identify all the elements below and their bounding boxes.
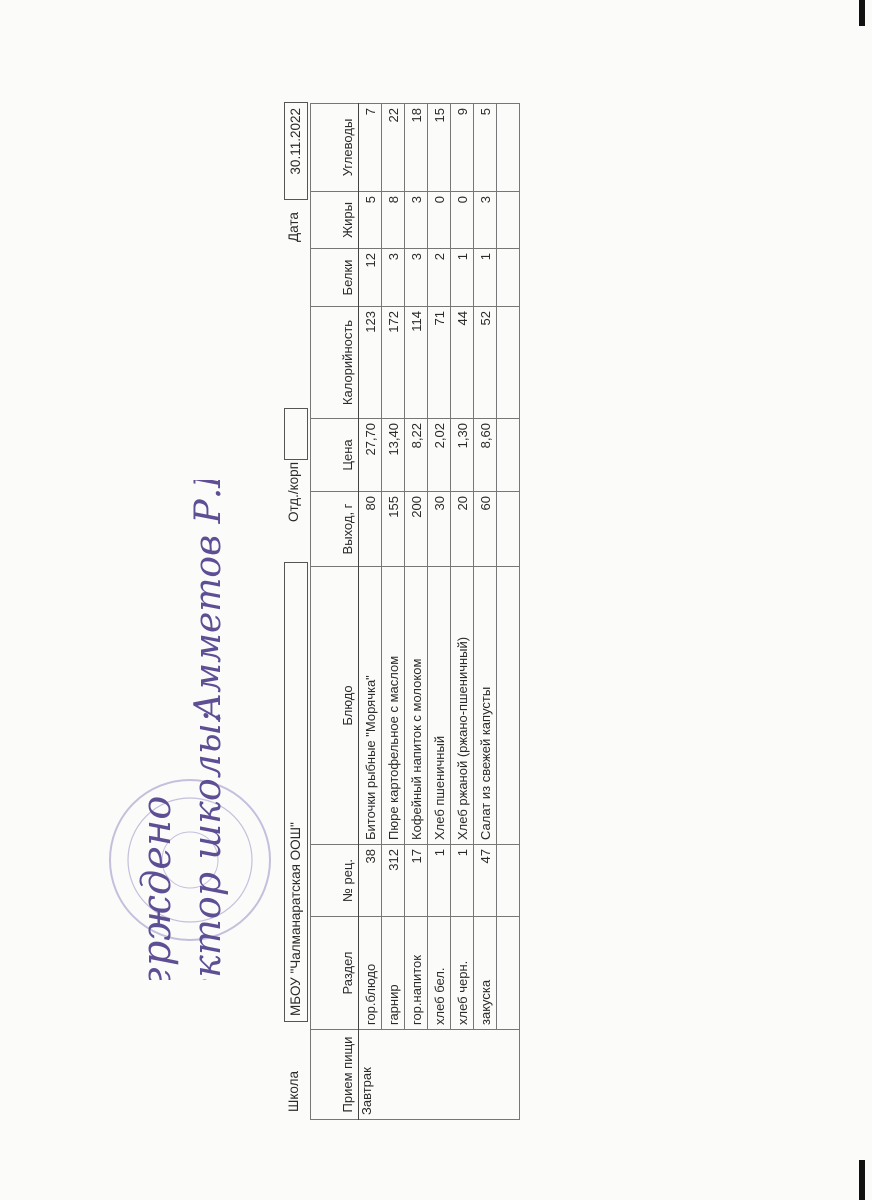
school-label: Школа: [286, 1070, 301, 1112]
cell-protein: 12: [358, 248, 382, 307]
menu-table: Прием пищи Раздел № рец. Блюдо Выход, г …: [310, 103, 520, 1120]
col-carbs: Углеводы: [310, 103, 359, 192]
dept-label: Отд./корп: [286, 462, 301, 522]
cell-recipe: 1: [450, 844, 474, 917]
cell-dish: Биточки рыбные "Морячка": [358, 566, 382, 845]
cell-protein: 1: [473, 248, 497, 307]
cell-recipe: [496, 844, 520, 917]
table-header-row: Прием пищи Раздел № рец. Блюдо Выход, г …: [310, 103, 359, 1120]
cell-dish: Хлеб пшеничный: [427, 566, 451, 845]
cell-price: 1,30: [450, 418, 474, 492]
cell-protein: 2: [427, 248, 451, 307]
cell-fat: [496, 191, 520, 249]
cell-price: [496, 418, 520, 492]
cell-protein: 3: [381, 248, 405, 307]
cell-kcal: [496, 306, 520, 419]
cell-yield: [496, 491, 520, 567]
col-dish: Блюдо: [310, 566, 359, 845]
cell-meal: Завтрак: [358, 1029, 520, 1120]
cell-yield: 200: [404, 491, 428, 567]
cell-section: гор.напиток: [404, 916, 428, 1030]
cell-section: хлеб черн.: [450, 916, 474, 1030]
cell-fat: 3: [404, 191, 428, 249]
cell-section: закуска: [473, 916, 497, 1030]
cell-recipe: 312: [381, 844, 405, 917]
cell-dish: Пюре картофельное с маслом: [381, 566, 405, 845]
dept-field: [284, 408, 308, 460]
table-row: хлеб черн. 1 Хлеб ржаной (ржано-пшеничный)…: [450, 103, 474, 1120]
cell-recipe: 38: [358, 844, 382, 917]
table-row: гор.напиток 17 Кофейный напиток с молоком 2…: [404, 103, 428, 1120]
approval-line-2: Директор школы:: [185, 710, 229, 980]
table-row: Завтрак гор.блюдо 38 Биточки рыбные "Морячк…: [358, 103, 520, 1120]
cell-fat: 3: [473, 191, 497, 249]
cell-protein: [496, 248, 520, 307]
cell-recipe: 1: [427, 844, 451, 917]
cell-recipe: 17: [404, 844, 428, 917]
scan-edge-mark: [859, 1160, 865, 1200]
cell-carbs: 7: [358, 103, 382, 192]
cell-price: 13,40: [381, 418, 405, 492]
date-field: 30.11.2022: [284, 102, 308, 200]
handwritten-approval: Утверждено Директор школы: Амметов Р.Р.: [134, 480, 229, 980]
col-fat: Жиры: [310, 191, 359, 249]
cell-kcal: 114: [404, 306, 428, 419]
cell-fat: 8: [381, 191, 405, 249]
scan-edge-mark: [859, 0, 865, 26]
col-price: Цена: [310, 418, 359, 492]
col-kcal: Калорийность: [310, 306, 359, 419]
table-row: [496, 103, 520, 1120]
cell-kcal: 71: [427, 306, 451, 419]
col-meal: Прием пищи: [310, 1029, 359, 1120]
cell-kcal: 172: [381, 306, 405, 419]
table-row: хлеб бел. 1 Хлеб пшеничный 30 2,02 71 2 0 15: [427, 103, 451, 1120]
cell-dish: [496, 566, 520, 845]
cell-protein: 3: [404, 248, 428, 307]
cell-recipe: 47: [473, 844, 497, 917]
table-row: закуска 47 Салат из свежей капусты 60 8,60 52…: [473, 103, 497, 1120]
cell-kcal: 123: [358, 306, 382, 419]
col-yield: Выход, г: [310, 491, 359, 567]
cell-kcal: 44: [450, 306, 474, 419]
menu-sheet: Школа МБОУ "Чалманаратская ООШ" Отд./кор…: [262, 100, 532, 1120]
cell-carbs: 22: [381, 103, 405, 192]
cell-section: гор.блюдо: [358, 916, 382, 1030]
cell-carbs: [496, 103, 520, 192]
cell-dish: Кофейный напиток с молоком: [404, 566, 428, 845]
cell-dish: Салат из свежей капусты: [473, 566, 497, 845]
cell-yield: 80: [358, 491, 382, 567]
col-protein: Белки: [310, 248, 359, 307]
cell-carbs: 18: [404, 103, 428, 192]
cell-kcal: 52: [473, 306, 497, 419]
approval-line-1: Утверждено: [134, 796, 180, 980]
cell-section: гарнир: [381, 916, 405, 1030]
table-row: гарнир 312 Пюре картофельное с маслом 155 13…: [381, 103, 405, 1120]
cell-fat: 0: [427, 191, 451, 249]
date-label: Дата: [286, 212, 301, 242]
col-recipe: № рец.: [310, 844, 359, 917]
cell-section: [496, 916, 520, 1030]
cell-section: хлеб бел.: [427, 916, 451, 1030]
cell-carbs: 9: [450, 103, 474, 192]
cell-fat: 0: [450, 191, 474, 249]
cell-price: 8,60: [473, 418, 497, 492]
cell-carbs: 15: [427, 103, 451, 192]
cell-dish: Хлеб ржаной (ржано-пшеничный): [450, 566, 474, 845]
cell-protein: 1: [450, 248, 474, 307]
cell-yield: 30: [427, 491, 451, 567]
approval-signature: Амметов Р.Р.: [188, 480, 229, 723]
cell-fat: 5: [358, 191, 382, 249]
cell-yield: 20: [450, 491, 474, 567]
col-section: Раздел: [310, 916, 359, 1030]
school-stamp-seal: [109, 779, 271, 941]
cell-price: 27,70: [358, 418, 382, 492]
school-field: МБОУ "Чалманаратская ООШ": [284, 562, 308, 1022]
cell-yield: 60: [473, 491, 497, 567]
cell-price: 8,22: [404, 418, 428, 492]
cell-price: 2,02: [427, 418, 451, 492]
cell-yield: 155: [381, 491, 405, 567]
cell-carbs: 5: [473, 103, 497, 192]
